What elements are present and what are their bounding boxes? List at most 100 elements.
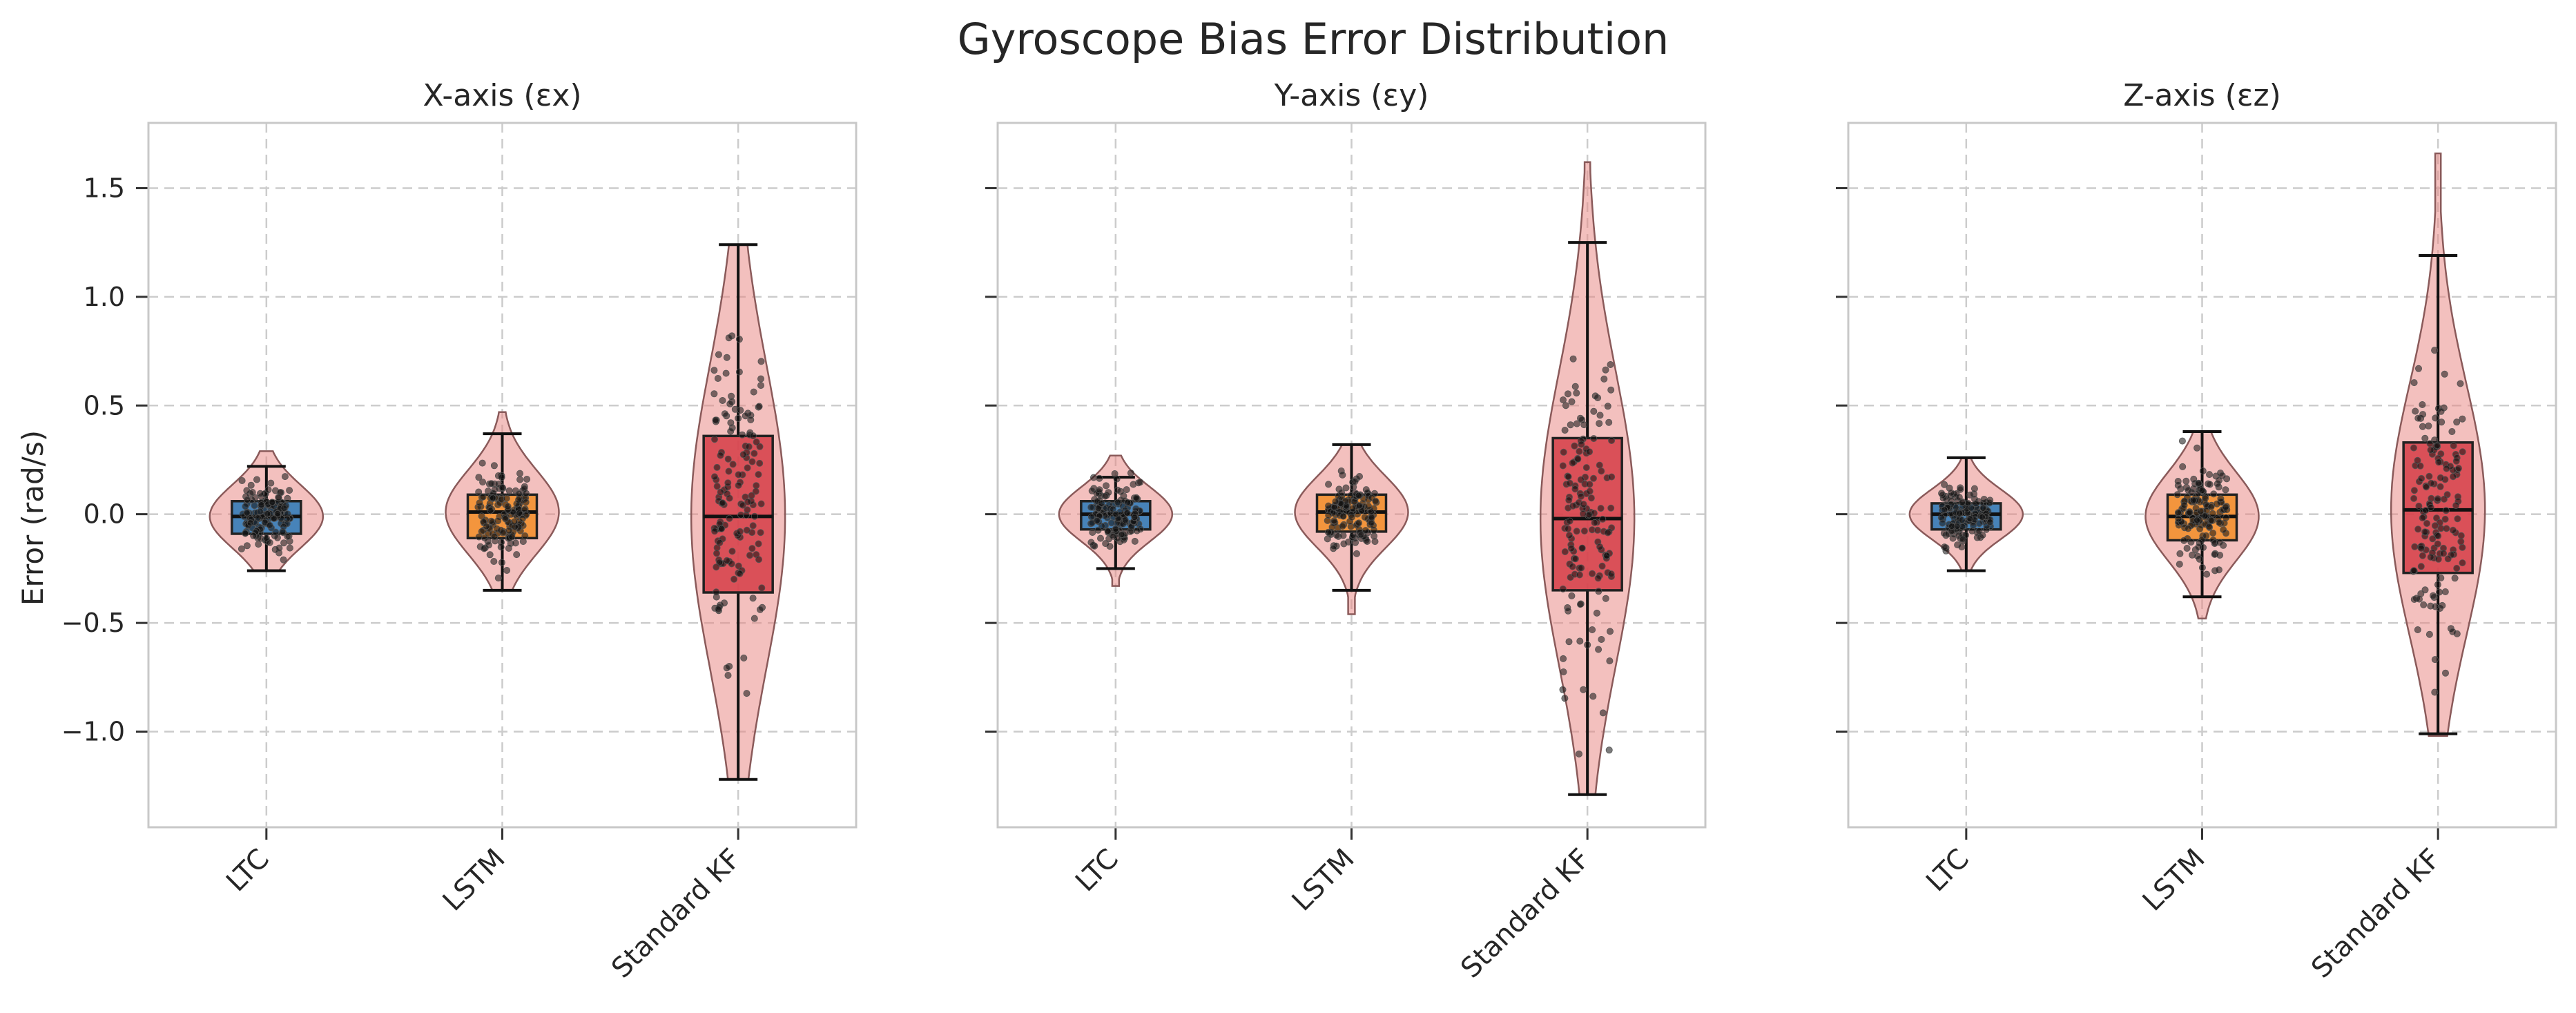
data-point xyxy=(717,452,724,459)
data-point xyxy=(1975,528,1983,535)
data-point xyxy=(513,551,521,559)
data-point xyxy=(1576,447,1583,455)
data-point xyxy=(2202,532,2210,539)
data-point xyxy=(505,487,513,494)
data-point xyxy=(286,487,293,494)
data-point xyxy=(1106,543,1114,550)
data-point xyxy=(2434,495,2441,503)
data-point xyxy=(1957,485,1964,493)
data-point xyxy=(1127,470,1134,477)
data-point xyxy=(1355,502,1363,510)
data-point xyxy=(713,550,721,557)
data-point xyxy=(1132,494,1140,501)
data-point xyxy=(2216,519,2223,526)
data-point xyxy=(1112,525,1119,532)
data-point xyxy=(2180,501,2188,509)
data-point xyxy=(724,672,732,679)
data-point xyxy=(2199,467,2207,475)
data-point xyxy=(1340,540,1348,548)
data-point xyxy=(2415,595,2423,603)
data-point xyxy=(266,521,273,529)
y-tick-label: 0.5 xyxy=(84,390,125,421)
data-point xyxy=(1591,392,1599,400)
data-point xyxy=(1573,420,1580,427)
data-point xyxy=(2182,477,2190,485)
data-point xyxy=(2420,601,2428,608)
x-tick-label: LSTM xyxy=(2137,843,2211,918)
data-point xyxy=(494,575,502,582)
data-point xyxy=(726,494,733,502)
data-point xyxy=(757,606,764,613)
data-point xyxy=(711,528,719,535)
data-point xyxy=(1576,601,1584,608)
data-point xyxy=(281,473,289,481)
y-tick-label: −1.0 xyxy=(61,716,125,746)
data-point xyxy=(718,525,726,532)
data-point xyxy=(2441,370,2448,378)
data-point xyxy=(716,559,724,566)
data-point xyxy=(1986,496,1994,504)
data-point xyxy=(713,563,720,571)
data-point xyxy=(724,455,732,463)
data-point xyxy=(2451,575,2459,582)
data-point xyxy=(1966,491,1974,499)
data-point xyxy=(2174,509,2182,517)
data-point xyxy=(1573,528,1580,535)
data-point xyxy=(238,545,245,552)
data-point xyxy=(2453,418,2461,426)
data-point xyxy=(2434,540,2441,548)
data-point xyxy=(2440,495,2448,503)
data-point xyxy=(1979,504,1987,512)
y-tick-label: 0.0 xyxy=(84,499,125,530)
data-point xyxy=(1087,539,1095,546)
data-point xyxy=(516,510,523,517)
data-point xyxy=(2443,465,2450,472)
data-point xyxy=(1603,552,1611,559)
data-point xyxy=(1599,709,1607,717)
series-standard-kf xyxy=(690,243,786,781)
data-point xyxy=(2417,462,2424,470)
data-point xyxy=(726,400,734,407)
data-point xyxy=(244,496,251,503)
data-point xyxy=(478,528,485,535)
series-standard-kf xyxy=(1539,161,1636,796)
subplots: X-axis (εx) −1.0 −0.5 0.0 0.5 1.0 1.5 LTC LSTM St… xyxy=(61,78,2557,985)
data-point xyxy=(1607,386,1615,394)
data-point xyxy=(2437,407,2445,415)
y-tick-label: 1.0 xyxy=(84,282,125,312)
data-point xyxy=(490,558,498,566)
data-point xyxy=(1124,499,1132,506)
data-point xyxy=(1970,485,1978,492)
data-point xyxy=(1579,510,1587,518)
data-point xyxy=(2440,550,2448,557)
data-point xyxy=(756,443,764,450)
data-point xyxy=(743,526,750,534)
data-point xyxy=(2173,491,2181,499)
data-point xyxy=(1339,512,1347,520)
series-ltc xyxy=(1058,454,1174,587)
data-point xyxy=(1328,523,1336,531)
data-point xyxy=(2437,474,2444,481)
data-point xyxy=(715,351,722,358)
data-point xyxy=(2454,515,2461,523)
data-point xyxy=(1591,519,1598,526)
data-point xyxy=(1104,528,1112,535)
data-point xyxy=(716,539,724,547)
data-point xyxy=(503,567,511,575)
data-point xyxy=(2432,414,2439,422)
data-point xyxy=(2217,495,2225,503)
x-tick-label: LTC xyxy=(1920,843,1975,898)
data-point xyxy=(1606,628,1614,635)
data-point xyxy=(1118,531,1125,539)
axes-frame xyxy=(147,122,858,829)
data-point xyxy=(1332,498,1339,505)
data-point xyxy=(1561,427,1569,434)
data-point xyxy=(2410,379,2418,387)
data-point xyxy=(1605,418,1613,426)
data-point xyxy=(1577,492,1585,500)
data-point xyxy=(744,498,752,505)
data-point xyxy=(1576,637,1584,645)
data-point xyxy=(736,570,744,577)
data-point xyxy=(523,490,530,497)
series-lstm xyxy=(2144,430,2260,620)
